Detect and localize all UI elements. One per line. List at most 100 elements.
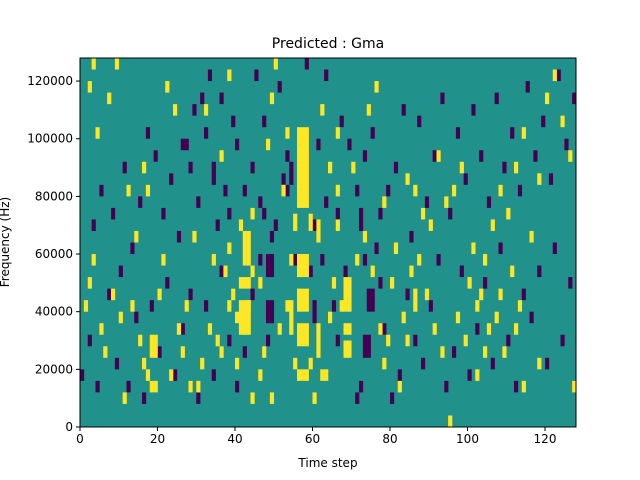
heatmap-cell-high: [479, 288, 484, 301]
heatmap-cell-low: [153, 150, 158, 162]
heatmap-cell-low: [188, 161, 193, 174]
heatmap-cell-low: [436, 254, 441, 266]
heatmap-cell-high: [328, 311, 333, 324]
heatmap-cell-high: [304, 288, 309, 312]
y-tick-label: 60000: [35, 247, 73, 261]
heatmap-cell-high: [300, 254, 306, 278]
heatmap-cell-low: [142, 392, 147, 404]
heatmap-cell-high: [242, 323, 247, 335]
heatmap-cell-low: [235, 138, 240, 151]
heatmap-cell-high: [413, 184, 418, 197]
heatmap-cell-high: [242, 277, 247, 289]
heatmap-cell-high: [95, 127, 100, 139]
heatmap-cell-low: [180, 138, 185, 151]
heatmap-cell-high: [335, 127, 340, 139]
heatmap-cell-high: [521, 380, 526, 393]
heatmap-cell-low: [180, 323, 185, 335]
heatmap-cell-high: [335, 219, 340, 231]
heatmap-cell-low: [517, 184, 523, 197]
heatmap-cell-low: [285, 150, 290, 162]
heatmap-cell-high: [471, 242, 476, 255]
x-tick-label: 40: [227, 432, 242, 446]
heatmap-cell-high: [347, 323, 352, 335]
heatmap-cell-high: [149, 334, 154, 358]
heatmap-cell-low: [165, 277, 170, 289]
heatmap-cell-low: [490, 357, 495, 370]
heatmap-cell-high: [281, 184, 286, 197]
heatmap-cell-high: [308, 357, 313, 370]
heatmap-cell-low: [242, 184, 247, 197]
heatmap-cell-high: [455, 311, 461, 324]
heatmap-cell-high: [269, 92, 275, 105]
heatmap-cell-low: [324, 196, 329, 208]
heatmap-cell-low: [91, 219, 96, 231]
heatmap-cell-low: [211, 369, 216, 381]
heatmap-cell-low: [169, 173, 174, 185]
heatmap-cell-high: [393, 242, 399, 255]
heatmap-cell-high: [83, 300, 89, 312]
y-axis-label: Frequency (Hz): [0, 197, 12, 288]
x-tick-label: 100: [456, 432, 479, 446]
heatmap-cell-high: [262, 346, 267, 358]
heatmap-cell-low: [308, 265, 313, 278]
heatmap-cell-low: [355, 184, 360, 197]
heatmap-cell-high: [529, 230, 534, 243]
heatmap-cell-high: [436, 150, 441, 162]
heatmap-cell-high: [126, 184, 131, 197]
heatmap-cell-high: [196, 380, 201, 393]
heatmap-cell-low: [118, 265, 123, 278]
heatmap-cell-high: [258, 369, 263, 381]
heatmap-cell-low: [312, 219, 317, 231]
heatmap-cell-high: [405, 334, 410, 347]
heatmap-cell-low: [145, 127, 151, 139]
y-tick-label: 100000: [27, 132, 73, 146]
heatmap-cell-low: [393, 161, 399, 174]
heatmap-cell-high: [297, 254, 302, 278]
heatmap-cell-low: [114, 357, 120, 370]
heatmap-cell-low: [506, 334, 511, 347]
heatmap-cell-low: [378, 277, 383, 289]
heatmap-cell-low: [471, 104, 476, 116]
heatmap-cell-low: [362, 334, 368, 358]
heatmap-cell-low: [122, 161, 127, 174]
heatmap-cell-low: [211, 161, 216, 185]
heatmap-cell-low: [413, 334, 418, 347]
heatmap-cell-high: [246, 277, 251, 289]
heatmap-cell-high: [297, 288, 302, 312]
heatmap-cell-low: [455, 127, 461, 139]
heatmap-cell-low: [312, 300, 317, 324]
heatmap-cell-high: [432, 323, 437, 335]
heatmap-cell-high: [207, 323, 213, 335]
heatmap-cell-high: [409, 265, 414, 278]
heatmap-cell-high: [231, 288, 236, 301]
heatmap-cell-high: [293, 213, 298, 231]
heatmap-cell-low: [510, 127, 515, 139]
heatmap-cell-low: [138, 196, 143, 208]
heatmap-cell-low: [215, 219, 220, 231]
heatmap-cell-high: [362, 230, 368, 243]
heatmap-cell-low: [421, 357, 426, 370]
heatmap-cell-high: [316, 219, 321, 243]
heatmap-cell-high: [463, 334, 468, 347]
heatmap-cell-low: [537, 265, 542, 278]
heatmap-cell-high: [335, 184, 340, 197]
heatmap-cell-high: [552, 69, 557, 82]
heatmap-cell-low: [269, 254, 275, 278]
heatmap-cell-low: [258, 196, 263, 208]
heatmap-cell-low: [204, 127, 209, 139]
heatmap-cell-high: [486, 323, 492, 335]
heatmap-cell-high: [277, 323, 282, 335]
heatmap-cell-low: [409, 230, 414, 243]
heatmap-cell-high: [153, 334, 158, 358]
heatmap-cell-high: [475, 300, 480, 312]
heatmap-cell-high: [142, 161, 147, 174]
heatmap-cell-low: [370, 127, 375, 139]
heatmap-cell-high: [343, 277, 348, 312]
heatmap-cell-low: [401, 104, 406, 116]
heatmap-cell-high: [374, 81, 379, 93]
heatmap-cell-low: [475, 323, 480, 335]
y-tick-label: 120000: [27, 74, 73, 88]
heatmap-cell-high: [339, 300, 344, 312]
heatmap-cell-low: [331, 300, 337, 312]
